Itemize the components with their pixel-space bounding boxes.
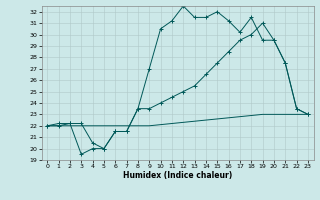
X-axis label: Humidex (Indice chaleur): Humidex (Indice chaleur) bbox=[123, 171, 232, 180]
